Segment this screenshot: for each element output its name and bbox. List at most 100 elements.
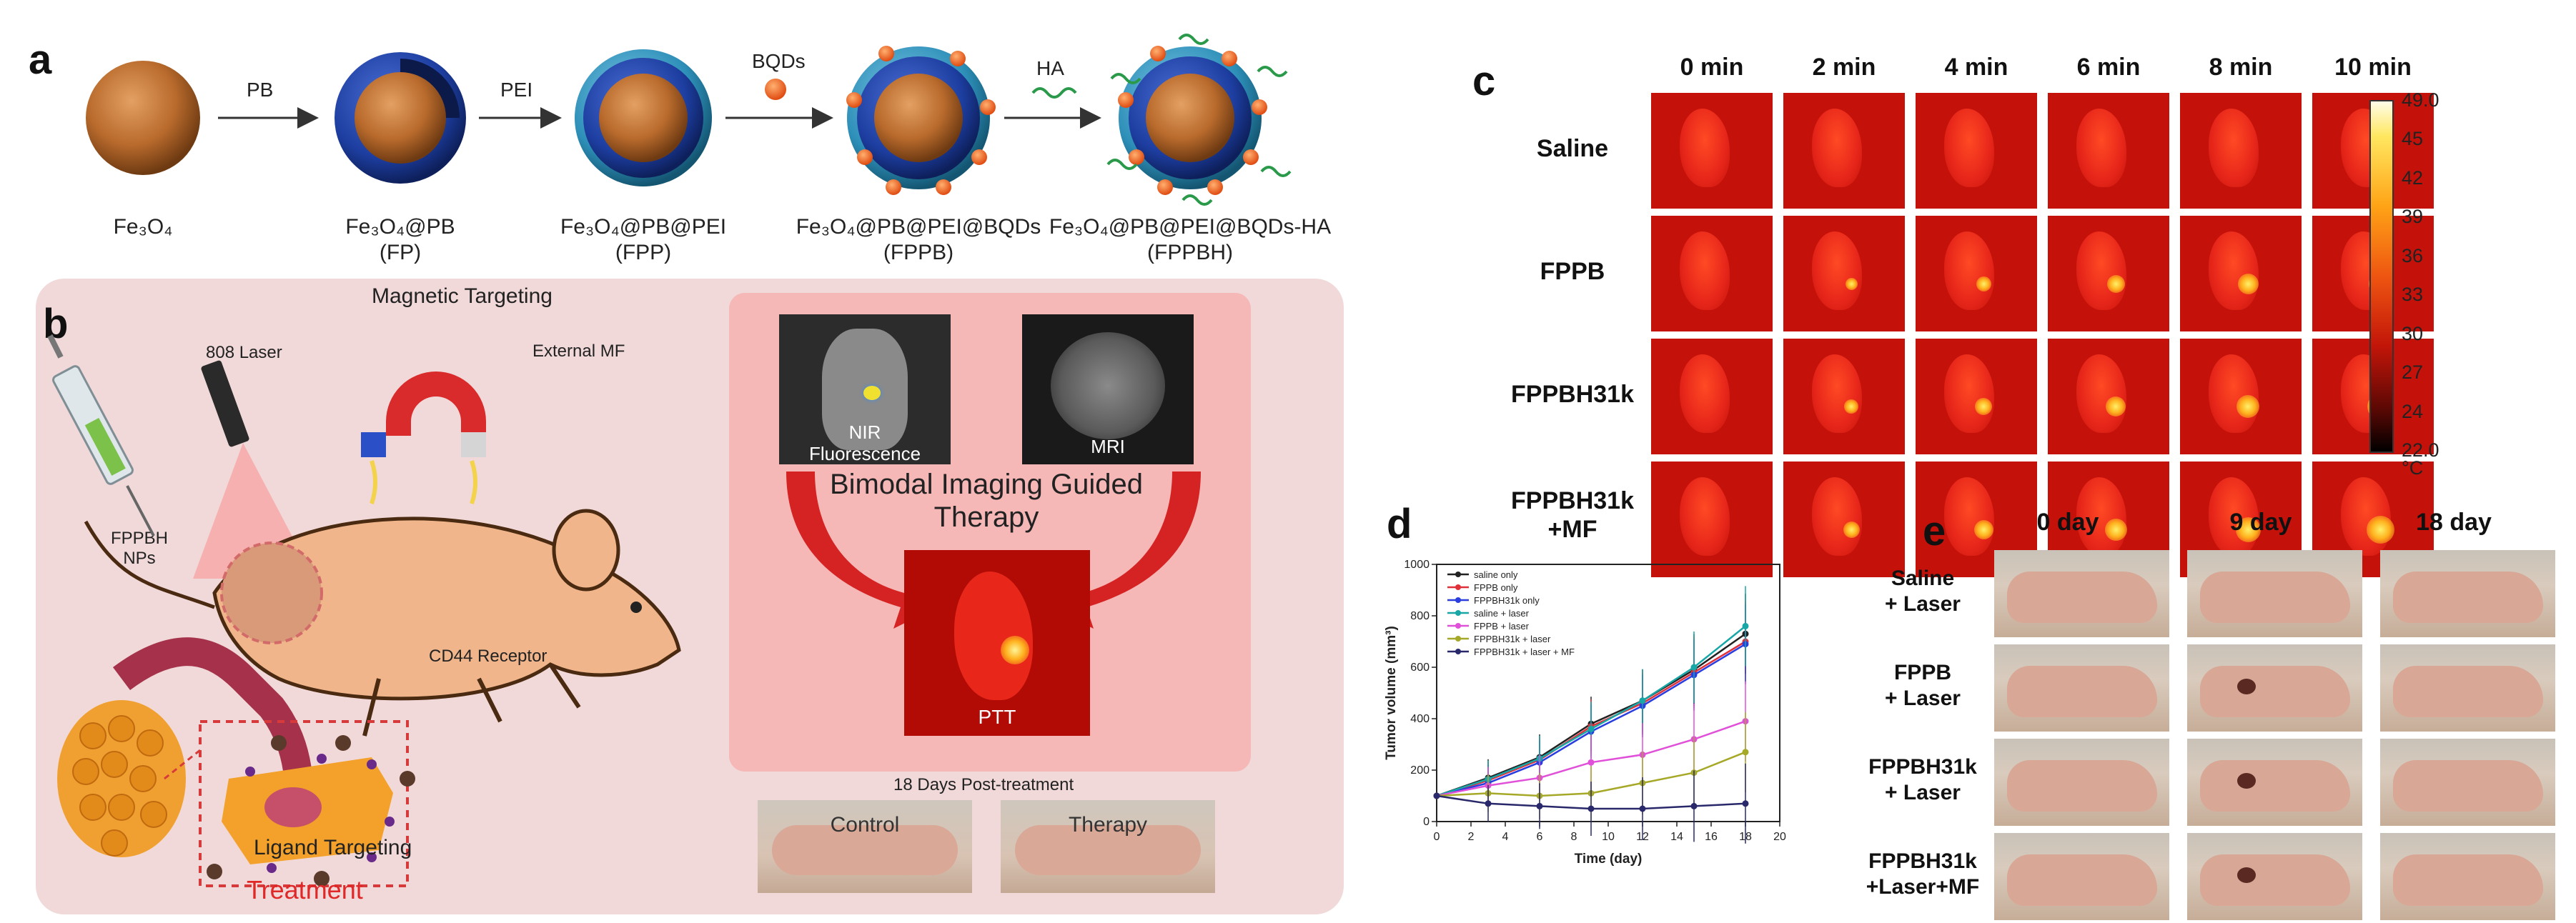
legend-label: FPPB only <box>1474 582 1518 593</box>
fppb-particle <box>846 46 996 195</box>
mouse-body <box>2393 854 2543 906</box>
thermal-hotspot <box>1844 399 1858 414</box>
tumor-scar <box>2237 773 2256 789</box>
thermal-image <box>2048 93 2169 209</box>
post-treatment-label: 18 Days Post-treatment <box>893 775 1074 794</box>
photo-row-label: FPPBH31k + Laser <box>1868 755 1977 804</box>
bimodal-label: Bimodal Imaging Guided Therapy <box>829 469 1144 533</box>
x-tick-label: 6 <box>1537 831 1543 843</box>
control-image: Control <box>758 800 972 893</box>
x-tick-label: 2 <box>1468 831 1475 843</box>
mouse-body <box>2393 760 2543 812</box>
thermal-image <box>1916 462 2037 577</box>
thermal-image <box>1783 339 1905 454</box>
photo-col-label: 9 day <box>2229 509 2292 536</box>
arrow-pei-label: PEI <box>500 79 533 101</box>
data-point <box>1587 725 1595 732</box>
thermal-mouse-shape <box>1680 231 1730 310</box>
treatment-label: Treatment <box>247 875 363 904</box>
y-tick-label: 400 <box>1410 713 1430 725</box>
x-tick-label: 0 <box>1434 831 1440 843</box>
legend-label: saline only <box>1474 569 1518 580</box>
y-tick-label: 1000 <box>1404 559 1430 571</box>
y-tick-label: 600 <box>1410 662 1430 674</box>
colorbar <box>2369 100 2394 453</box>
legend-label: FPPBH31k only <box>1474 595 1540 606</box>
colorbar-tick: 39 <box>2402 206 2424 228</box>
thermal-mouse-shape <box>1680 109 1730 187</box>
label-fpp: Fe₃O₄@PB@PEI (FPP) <box>560 215 727 264</box>
thermal-col-label: 2 min <box>1812 54 1876 81</box>
mouse-photo <box>2187 644 2362 732</box>
thermal-image <box>1783 216 1905 331</box>
mri-label: MRI <box>1091 436 1125 457</box>
red-arrows <box>786 472 1201 629</box>
thermal-mouse-shape <box>1680 354 1730 433</box>
mouse-body <box>2200 666 2350 717</box>
legend-marker <box>1455 623 1461 629</box>
receptor-icons <box>245 754 395 873</box>
thermal-image <box>1651 216 1773 331</box>
label-fppbh: Fe₃O₄@PB@PEI@BQDs-HA (FPPBH) <box>1049 215 1332 264</box>
thermal-row-label: FPPB <box>1540 258 1605 285</box>
mouse-photo <box>2187 833 2362 920</box>
mouse-body <box>2200 572 2350 623</box>
thermal-row-label: FPPBH31k +MF <box>1511 487 1634 543</box>
thermal-hotspot <box>2104 518 2127 541</box>
magnet-icon <box>361 371 486 504</box>
mri-image: MRI <box>1022 314 1194 464</box>
cd44-label: CD44 Receptor <box>429 647 548 666</box>
np-icons <box>207 735 415 887</box>
tumor-cells <box>57 700 186 857</box>
colorbar-tick: 33 <box>2402 284 2424 306</box>
legend-marker <box>1455 597 1461 603</box>
fpp-particle <box>575 49 712 186</box>
panel-d-label: d <box>1387 501 1412 547</box>
thermal-hotspot <box>2106 274 2125 293</box>
thermal-image <box>1783 93 1905 209</box>
thermal-col-label: 8 min <box>2209 54 2273 81</box>
thermal-mouse-shape <box>2209 109 2259 187</box>
legend-label: FPPBH31k + laser + MF <box>1474 647 1575 657</box>
x-tick-label: 20 <box>1773 831 1786 843</box>
thermal-mouse-shape <box>2209 354 2259 433</box>
mouse-photo <box>2380 833 2555 920</box>
mouse-photo <box>2187 739 2362 826</box>
thermal-image <box>1783 462 1905 577</box>
colorbar-tick: 45 <box>2402 128 2424 150</box>
laser-label: 808 Laser <box>206 343 282 362</box>
legend-marker <box>1455 636 1461 642</box>
thermal-image <box>2048 216 2169 331</box>
thermal-mouse-shape <box>1812 231 1862 310</box>
thermal-image <box>1651 339 1773 454</box>
thermal-hotspot <box>2237 273 2259 294</box>
mouse-photo <box>1994 644 2169 732</box>
colorbar-tick: 22.0 <box>2402 439 2439 461</box>
thermal-hotspot <box>1973 519 1993 539</box>
legend-marker <box>1455 584 1461 590</box>
cell-nucleus <box>264 787 322 827</box>
mouse-body <box>2007 572 2157 623</box>
y-tick-label: 0 <box>1423 816 1430 828</box>
thermal-image <box>1916 93 2037 209</box>
thermal-mouse-shape <box>2209 477 2259 556</box>
mouse-body <box>2393 666 2543 717</box>
mouse-photo <box>1994 739 2169 826</box>
thermal-mouse-shape <box>2076 354 2126 433</box>
thermal-row-label: FPPBH31k <box>1511 381 1634 408</box>
tumor-scar <box>2237 679 2256 694</box>
thermal-col-label: 0 min <box>1680 54 1744 81</box>
thermal-mouse-shape <box>1944 354 1994 433</box>
ha-icon <box>1031 87 1077 99</box>
data-point <box>1690 664 1698 671</box>
tumor-scar <box>2237 867 2256 883</box>
data-point <box>1742 800 1749 807</box>
mouse-body <box>2007 760 2157 812</box>
thermal-image <box>1916 339 2037 454</box>
external-mf-label: External MF <box>532 341 625 361</box>
x-tick-label: 8 <box>1571 831 1577 843</box>
photo-row-label: FPPBH31k +Laser+MF <box>1866 849 1980 899</box>
thermal-mouse-shape <box>1680 477 1730 556</box>
x-tick-label: 10 <box>1602 831 1615 843</box>
